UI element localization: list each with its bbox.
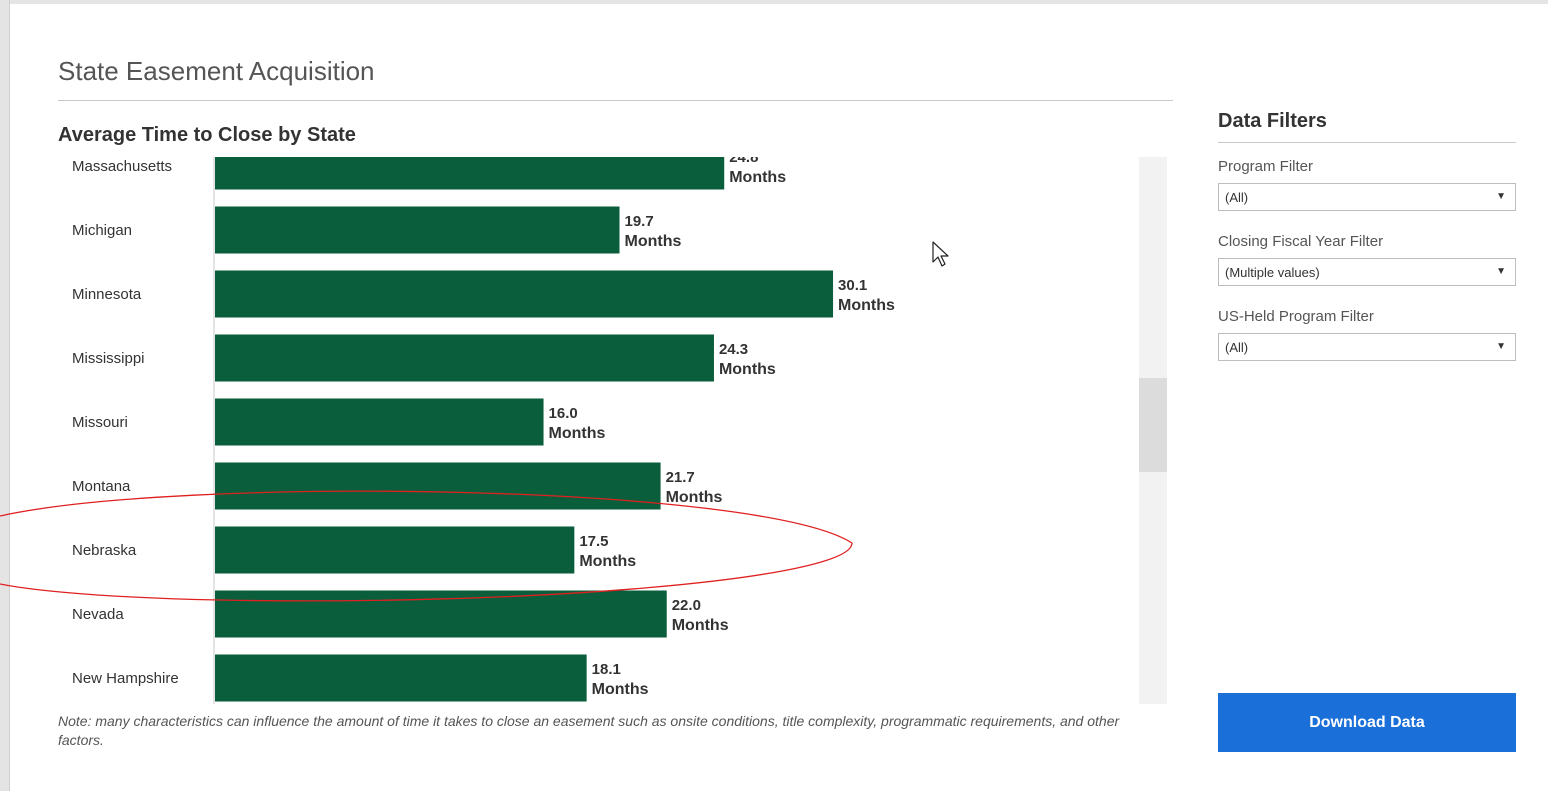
category-label: New Hampshire [72, 670, 179, 687]
data-label-unit: Months [719, 361, 776, 378]
window-frame-left [0, 0, 10, 791]
data-label-value: 21.7 [666, 469, 695, 486]
data-label-value: 16.0 [549, 405, 578, 422]
dropdown-arrow-icon: ▼ [1496, 341, 1506, 352]
bar[interactable] [215, 157, 725, 190]
chart-scrollbar-thumb[interactable] [1139, 378, 1167, 472]
data-label-value: 22.0 [672, 597, 701, 614]
data-filters-panel: Data Filters Program Filter (All) ▼ Clos… [1218, 110, 1516, 361]
data-label-value: 24.3 [719, 341, 748, 358]
bar-chart: Massachusetts 24.8 Months Michigan 19.7 Month… [72, 157, 895, 704]
data-label-value: 30.1 [838, 277, 867, 294]
bar[interactable] [215, 270, 834, 318]
bar[interactable] [215, 206, 620, 254]
dropdown-arrow-icon: ▼ [1496, 191, 1506, 202]
chart-title: Average Time to Close by State [58, 124, 356, 146]
us-held-filter-select[interactable]: (All) ▼ [1218, 333, 1516, 361]
data-label-unit: Months [549, 425, 606, 442]
data-label-unit: Months [672, 617, 729, 634]
fiscal-year-filter-label: Closing Fiscal Year Filter [1218, 233, 1384, 250]
fiscal-year-filter-select[interactable]: (Multiple values) ▼ [1218, 258, 1516, 286]
data-label-unit: Months [666, 489, 723, 506]
category-label: Nevada [72, 606, 124, 623]
dropdown-arrow-icon: ▼ [1496, 266, 1506, 277]
data-label-value: 18.1 [592, 661, 621, 678]
data-label-unit: Months [579, 553, 636, 570]
data-label-value: 19.7 [625, 213, 654, 230]
category-label: Mississippi [72, 350, 145, 367]
download-data-button[interactable]: Download Data [1218, 693, 1516, 752]
bar[interactable] [215, 334, 714, 382]
chart-viewport[interactable]: Massachusetts 24.8 Months Michigan 19.7 Month… [58, 157, 1138, 704]
chart-note: Note: many characteristics can influence… [58, 713, 1120, 748]
fiscal-year-filter-value: (Multiple values) [1225, 265, 1320, 280]
us-held-filter-value: (All) [1225, 340, 1249, 355]
data-label-unit: Months [729, 169, 786, 186]
filters-heading: Data Filters [1218, 110, 1327, 132]
program-filter-label: Program Filter [1218, 158, 1314, 175]
bar[interactable] [215, 462, 661, 510]
program-filter-select[interactable]: (All) ▼ [1218, 183, 1516, 211]
us-held-filter-label: US-Held Program Filter [1218, 308, 1374, 325]
mouse-cursor-icon [932, 241, 949, 267]
highlight-ellipse-annotation [0, 490, 853, 602]
data-label-unit: Months [625, 233, 682, 250]
category-label: Missouri [72, 414, 128, 431]
bar[interactable] [215, 526, 575, 574]
data-label-value: 24.8 [729, 157, 758, 166]
category-label: Montana [72, 478, 131, 495]
program-filter-value: (All) [1225, 190, 1249, 205]
page-title: State Easement Acquisition [58, 56, 375, 86]
window-frame-top [0, 0, 1548, 4]
category-label: Nebraska [72, 542, 137, 559]
filters-divider [1218, 142, 1516, 143]
data-label-unit: Months [838, 297, 895, 314]
bar[interactable] [215, 654, 587, 702]
category-label: Minnesota [72, 286, 142, 303]
category-label: Michigan [72, 222, 132, 239]
data-label-value: 17.5 [579, 533, 608, 550]
title-divider [58, 100, 1173, 101]
data-label-unit: Months [592, 681, 649, 698]
bar[interactable] [215, 398, 544, 446]
category-label: Massachusetts [72, 158, 172, 175]
